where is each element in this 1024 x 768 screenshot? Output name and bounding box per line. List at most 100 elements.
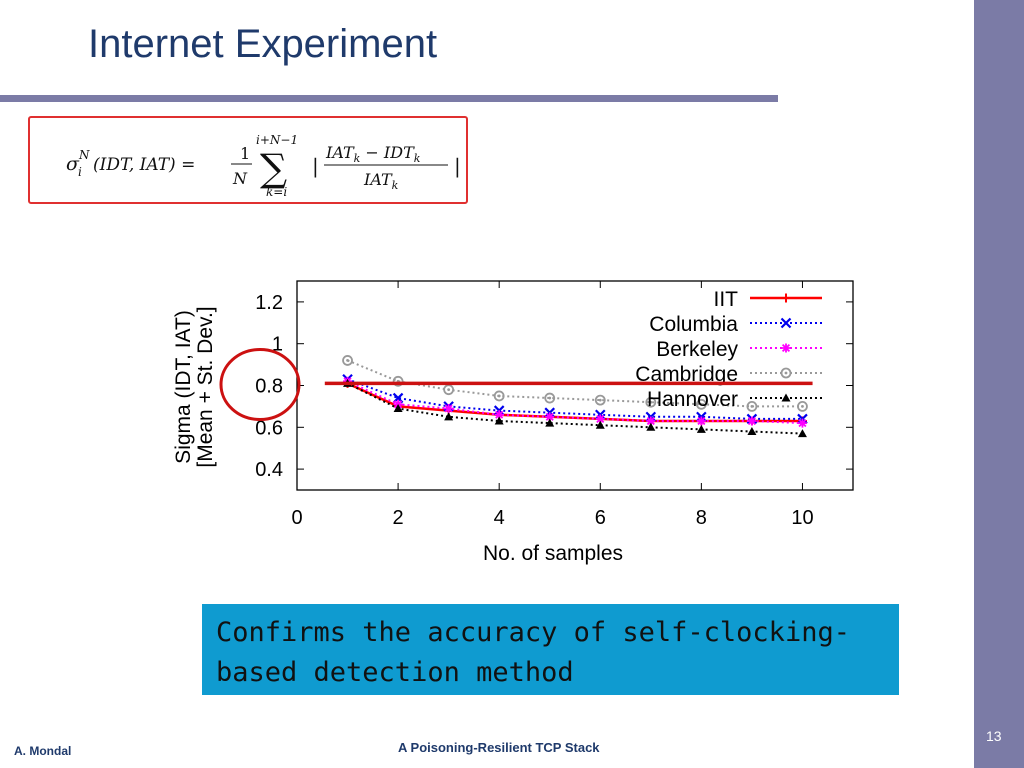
formula-numerator: IATk − IDTk <box>325 143 421 165</box>
formula-sum: ∑ <box>260 146 287 190</box>
x-tick-label: 6 <box>595 507 606 529</box>
x-tick-label: 10 <box>791 507 813 529</box>
data-point-berkeley <box>494 410 504 420</box>
formula-abs-close: | <box>454 154 461 179</box>
data-point-cambridge <box>443 384 455 396</box>
legend-marker-iit <box>781 293 791 303</box>
data-point-hannover <box>696 424 706 433</box>
slide-title: Internet Experiment <box>88 22 438 66</box>
data-point-hannover <box>444 412 454 421</box>
formula-sigma-sup: N <box>78 148 90 162</box>
data-point-hannover <box>747 426 757 435</box>
data-point-berkeley <box>595 414 605 424</box>
series-line-berkeley <box>347 380 803 425</box>
formula-den-sub: k <box>392 179 399 192</box>
data-point-cambridge <box>746 400 758 412</box>
data-point-cambridge <box>695 398 707 410</box>
data-point-cambridge-dot <box>801 405 804 408</box>
data-point-cambridge <box>544 392 556 404</box>
formula-frac-num: 1 <box>240 144 250 163</box>
x-tick-label: 4 <box>494 507 505 529</box>
data-point-berkeley <box>797 418 807 428</box>
formula-abs-open: | <box>312 154 319 179</box>
data-point-cambridge <box>392 375 404 387</box>
chart-xlabel: No. of samples <box>483 542 623 565</box>
formula-num-a-sub: k <box>354 152 361 165</box>
formula-sum-lower: k=i <box>266 185 287 199</box>
data-point-cambridge-dot <box>497 394 501 398</box>
formula-sigma: σ <box>66 153 80 175</box>
data-point-cambridge <box>342 355 353 366</box>
series-line-columbia <box>347 378 803 420</box>
data-point-cambridge <box>645 396 657 408</box>
data-point-hannover <box>797 429 807 438</box>
series-line-iit <box>346 382 803 423</box>
footer-title: A Poisoning-Resilient TCP Stack <box>398 740 600 755</box>
data-point-hannover <box>545 418 555 427</box>
data-point-hannover <box>646 422 656 431</box>
legend-label-berkeley: Berkeley <box>656 338 738 361</box>
data-point-berkeley <box>646 416 656 426</box>
sidebar-band <box>974 0 1024 768</box>
data-point-cambridge-dot <box>598 398 602 402</box>
y-tick-label: 0.8 <box>255 376 283 398</box>
formula-den: IAT <box>363 170 393 189</box>
data-point-cambridge-dot <box>750 405 754 408</box>
data-point-cambridge-dot <box>346 359 349 362</box>
data-point-berkeley <box>444 403 454 413</box>
series-line-cambridge <box>347 359 803 408</box>
y-tick-label: 1.2 <box>255 292 283 314</box>
data-point-berkeley <box>696 416 706 426</box>
x-tick-label: 2 <box>393 507 404 529</box>
formula-num-a: IAT <box>325 143 355 162</box>
legend-label-iit: IIT <box>714 288 739 311</box>
legend-marker-columbia <box>780 317 792 329</box>
data-point-cambridge-dot <box>548 396 552 400</box>
data-point-cambridge-dot <box>699 402 703 406</box>
x-tick-label: 0 <box>291 507 302 529</box>
formula-sum-upper: i+N−1 <box>256 133 298 147</box>
footer-author: A. Mondal <box>14 744 72 758</box>
data-point-cambridge-dot <box>649 400 653 404</box>
data-point-cambridge <box>594 394 606 406</box>
formula-num-b-sub: k <box>414 152 421 165</box>
title-rule <box>0 95 778 102</box>
legend-label-columbia: Columbia <box>649 313 738 336</box>
legend-marker-berkeley <box>781 343 791 353</box>
formula-denominator: IATk <box>363 170 399 192</box>
legend-label-hannover: Hannover <box>647 388 738 411</box>
chart: Sigma (IDT, IAT) [Mean + St. Dev.] 0.40.… <box>172 280 854 565</box>
plot-frame <box>296 280 854 491</box>
data-point-cambridge <box>493 390 505 402</box>
y-tick-label: 0.4 <box>255 459 283 481</box>
chart-ylabel-line2: [Mean + St. Dev.] <box>194 306 217 467</box>
formula-sigma-sub: i <box>78 165 82 179</box>
highlight-circle <box>219 348 301 421</box>
callout-box: Confirms the accuracy of self-clocking- … <box>202 604 899 695</box>
data-point-berkeley <box>747 416 757 426</box>
data-point-hannover <box>494 416 504 425</box>
callout-line-1: Confirms the accuracy of self-clocking- <box>216 617 850 648</box>
data-point-cambridge-dot <box>447 388 451 392</box>
y-tick-label: 1 <box>272 334 283 356</box>
formula-args: (IDT, IAT) = <box>93 155 195 175</box>
legend-marker-hannover <box>781 393 791 402</box>
formula-svg: σ N i (IDT, IAT) = 1 N ∑ i+N−1 k=i | IAT… <box>66 133 461 199</box>
formula-frac-den: N <box>232 169 248 188</box>
chart-ylabel-line1: Sigma (IDT, IAT) <box>172 310 195 464</box>
legend-label-cambridge: Cambridge <box>635 363 738 386</box>
plot-area: 0.4 0.6 0.8 1 1.2 0 2 4 6 8 10 IITColumbiaBerkeleyC… <box>219 280 854 529</box>
page-number: 13 <box>986 728 1002 744</box>
formula-box: σ N i (IDT, IAT) = 1 N ∑ i+N−1 k=i | IAT… <box>28 116 468 204</box>
series-line-hannover <box>347 382 803 435</box>
formula-num-minus: − IDT <box>360 143 415 162</box>
data-point-hannover <box>595 420 605 429</box>
y-tick-label: 0.6 <box>255 417 283 439</box>
data-point-hannover <box>393 403 403 412</box>
legend-marker-cambridge-dot <box>784 371 788 375</box>
legend-marker-cambridge <box>780 367 792 379</box>
x-tick-label: 8 <box>696 507 707 529</box>
callout-line-2: based detection method <box>216 657 574 688</box>
data-point-cambridge <box>797 400 808 412</box>
data-point-berkeley <box>545 412 555 422</box>
